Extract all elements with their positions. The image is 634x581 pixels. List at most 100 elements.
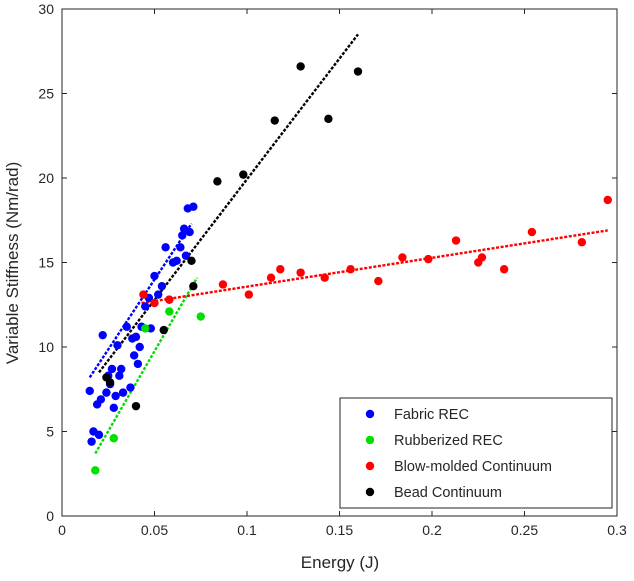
legend-box (339, 397, 613, 509)
y-tick-label: 15 (38, 255, 54, 271)
x-tick-label: 0.05 (141, 522, 168, 538)
data-point (196, 312, 205, 321)
legend-label: Bead Continuum (394, 485, 502, 501)
data-point (218, 280, 228, 289)
series-1 (91, 307, 205, 475)
data-point (141, 324, 150, 333)
data-point (189, 202, 198, 211)
data-point (296, 268, 305, 277)
legend-marker (365, 487, 375, 497)
x-tick-label: 0 (58, 522, 66, 538)
data-point (129, 351, 139, 360)
data-point (118, 388, 128, 397)
data-point (111, 391, 120, 401)
y-tick-label: 25 (38, 86, 54, 102)
data-point (109, 434, 119, 443)
data-point (165, 295, 174, 304)
data-point (157, 281, 167, 291)
data-points (85, 62, 612, 475)
legend-label: Blow-molded Continuum (394, 459, 552, 475)
data-point (172, 256, 181, 266)
data-point (189, 281, 198, 291)
data-point (161, 243, 170, 252)
data-point (87, 437, 96, 446)
data-point (176, 243, 185, 252)
data-point (270, 116, 279, 125)
data-point (320, 273, 329, 282)
y-tick-label: 0 (46, 508, 54, 524)
x-tick-label: 0.2 (422, 522, 442, 538)
legend-marker (365, 461, 375, 471)
x-axis-label: Energy (J) (301, 553, 379, 572)
legend: Fabric REC Rubberized REC Blow-molded Cont… (339, 397, 613, 509)
data-point (105, 378, 115, 387)
y-tick-label: 10 (38, 339, 54, 355)
data-point (126, 383, 135, 392)
data-point (115, 371, 124, 380)
data-point (133, 359, 143, 369)
data-point (150, 271, 159, 281)
data-point (131, 332, 141, 342)
data-point (187, 256, 196, 266)
data-point (107, 364, 117, 374)
data-point (141, 302, 150, 311)
data-point (150, 298, 159, 308)
y-axis-label: Variable Stiffness (Nm/rad) (3, 162, 22, 365)
trend-lines (88, 33, 608, 455)
data-point (85, 386, 94, 396)
x-tick-label: 0.3 (607, 522, 627, 538)
data-point (353, 67, 363, 76)
trend-line-3 (98, 33, 359, 374)
data-point (159, 325, 168, 335)
data-point (477, 253, 487, 262)
data-point (185, 227, 194, 237)
x-tick-label: 0.1 (237, 522, 257, 538)
data-point (577, 238, 587, 247)
data-point (91, 466, 100, 475)
data-point (135, 342, 144, 352)
data-point (139, 290, 148, 299)
data-point (499, 265, 509, 274)
data-point (94, 430, 104, 440)
x-tick-label: 0.25 (511, 522, 538, 538)
y-tick-label: 20 (38, 170, 54, 186)
data-point (527, 227, 537, 237)
legend-marker (365, 435, 375, 445)
data-point (96, 395, 106, 404)
series-3 (102, 62, 363, 411)
data-point (165, 307, 174, 316)
data-point (213, 177, 222, 186)
data-point (181, 251, 191, 260)
legend-label: Rubberized REC (394, 433, 503, 449)
tick-labels: 0 0.05 0.1 0.15 0.2 0.25 0.3 0 5 10 15 20 25 30 (38, 1, 627, 538)
axes (61, 8, 618, 517)
data-point (451, 236, 461, 245)
y-tick-label: 5 (46, 424, 54, 440)
data-point (276, 265, 285, 274)
data-point (266, 273, 276, 282)
trend-line-0 (88, 222, 193, 379)
data-point (244, 290, 254, 299)
data-point (603, 195, 612, 205)
data-point (113, 341, 122, 350)
data-point (131, 401, 141, 411)
data-point (122, 322, 131, 331)
series-2 (139, 195, 612, 308)
data-point (239, 170, 248, 179)
data-point (424, 254, 433, 264)
data-point (109, 403, 119, 413)
data-point (154, 290, 163, 299)
data-point (374, 276, 383, 286)
data-point (324, 114, 333, 124)
x-tick-label: 0.15 (326, 522, 353, 538)
data-point (346, 265, 355, 274)
data-point (398, 253, 407, 262)
data-point (117, 364, 126, 374)
trend-line-1 (94, 277, 199, 455)
data-point (102, 388, 111, 397)
data-point (178, 231, 187, 240)
legend-label: Fabric REC (394, 407, 469, 423)
data-point (296, 62, 305, 71)
data-point (98, 330, 107, 340)
